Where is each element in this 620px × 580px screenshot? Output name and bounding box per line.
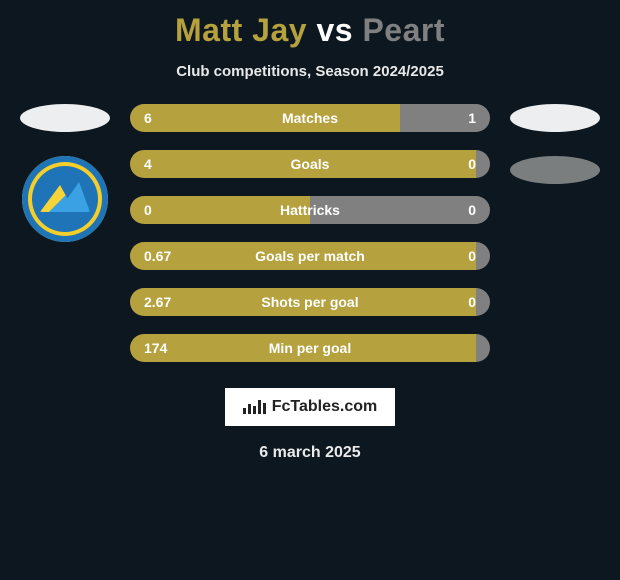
fctables-logo: FcTables.com bbox=[225, 388, 396, 426]
stat-bar: 174Min per goal bbox=[130, 334, 490, 362]
stat-bar-left-seg: 0 bbox=[130, 196, 310, 224]
stat-bar-left-seg: 6 bbox=[130, 104, 400, 132]
stat-bar: 2.670Shots per goal bbox=[130, 288, 490, 316]
stat-bar-left-seg: 4 bbox=[130, 150, 476, 178]
brand-rest: Tables.com bbox=[290, 398, 377, 415]
stat-bar-right-seg bbox=[476, 334, 490, 362]
body-row: 61Matches40Goals00Hattricks0.670Goals pe… bbox=[0, 104, 620, 380]
comparison-card: Matt Jay vs Peart Club competitions, Sea… bbox=[0, 0, 620, 462]
left-side-column bbox=[10, 104, 120, 242]
stat-bar-left-seg: 0.67 bbox=[130, 242, 476, 270]
title-player-right: Peart bbox=[362, 12, 445, 48]
stat-bar: 61Matches bbox=[130, 104, 490, 132]
stat-bar: 40Goals bbox=[130, 150, 490, 178]
brand-prefix: Fc bbox=[272, 398, 291, 415]
page-title: Matt Jay vs Peart bbox=[0, 12, 620, 49]
date: 6 march 2025 bbox=[0, 444, 620, 462]
subtitle: Club competitions, Season 2024/2025 bbox=[0, 63, 620, 80]
stat-right-value: 0 bbox=[468, 202, 476, 218]
stat-bar-right-seg: 0 bbox=[476, 150, 490, 178]
player-photo-placeholder bbox=[510, 104, 600, 132]
stat-right-value: 1 bbox=[468, 110, 476, 126]
stat-left-value: 2.67 bbox=[144, 294, 171, 310]
stat-left-value: 6 bbox=[144, 110, 152, 126]
stat-left-value: 0 bbox=[144, 202, 152, 218]
stat-left-value: 4 bbox=[144, 156, 152, 172]
player-photo-placeholder bbox=[20, 104, 110, 132]
stat-bar-left-seg: 2.67 bbox=[130, 288, 476, 316]
stat-bar-right-seg: 1 bbox=[400, 104, 490, 132]
title-player-left: Matt Jay bbox=[175, 12, 307, 48]
club-crest-icon bbox=[22, 156, 108, 242]
stat-left-value: 174 bbox=[144, 340, 167, 356]
stat-bar-right-seg: 0 bbox=[476, 242, 490, 270]
stat-bar-left-seg: 174 bbox=[130, 334, 476, 362]
stat-bar-right-seg: 0 bbox=[476, 288, 490, 316]
stat-right-value: 0 bbox=[468, 294, 476, 310]
stat-bar: 0.670Goals per match bbox=[130, 242, 490, 270]
stat-bar: 00Hattricks bbox=[130, 196, 490, 224]
source-badge: FcTables.com bbox=[0, 388, 620, 426]
brand-text: FcTables.com bbox=[272, 398, 378, 416]
right-side-column bbox=[500, 104, 610, 184]
bar-chart-icon bbox=[243, 400, 266, 414]
stat-bars: 61Matches40Goals00Hattricks0.670Goals pe… bbox=[120, 104, 500, 380]
title-vs: vs bbox=[307, 12, 362, 48]
club-crest-placeholder bbox=[510, 156, 600, 184]
stat-right-value: 0 bbox=[468, 248, 476, 264]
stat-right-value: 0 bbox=[468, 156, 476, 172]
stat-left-value: 0.67 bbox=[144, 248, 171, 264]
stat-bar-right-seg: 0 bbox=[310, 196, 490, 224]
